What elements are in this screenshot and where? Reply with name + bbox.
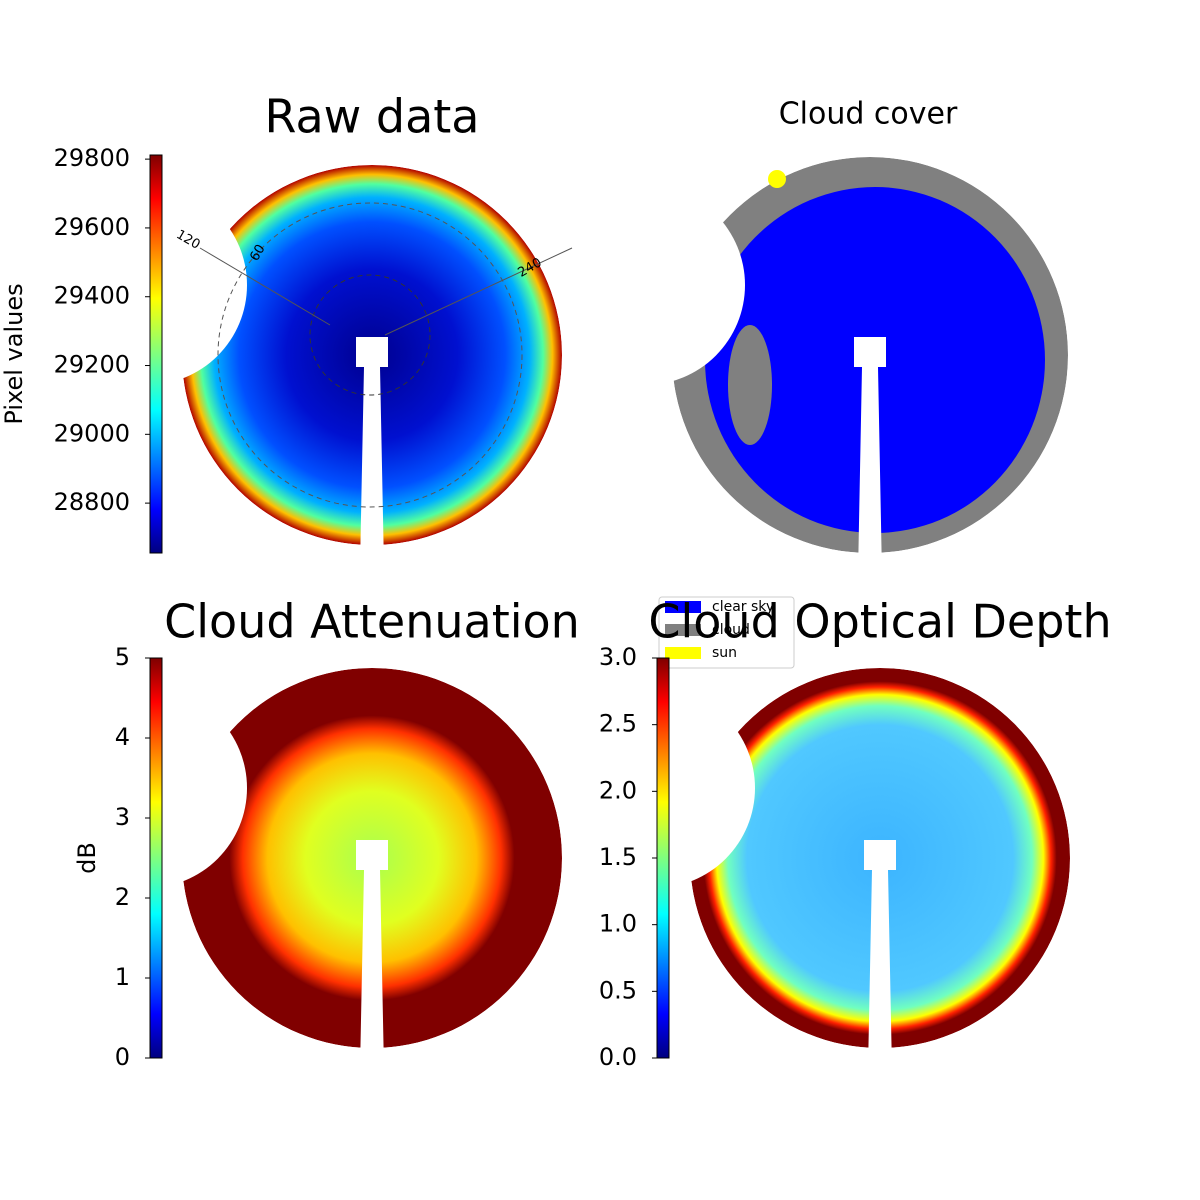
colorbar-label: dB	[73, 842, 101, 874]
legend-swatch	[665, 647, 701, 659]
mast	[854, 337, 886, 575]
colorbar-tick-label: 1.0	[599, 910, 637, 938]
colorbar-tick-label: 1	[115, 963, 130, 991]
panel-title: Cloud cover	[779, 97, 958, 132]
legend-swatch	[665, 624, 701, 636]
legend-label: clear sky	[712, 599, 774, 615]
colorbar-tick-label: 1.5	[599, 843, 637, 871]
colorbar-tick-label: 29000	[54, 419, 130, 447]
legend-label: cloud	[712, 622, 750, 638]
panel-title: Cloud Attenuation	[164, 595, 580, 649]
legend: clear sky cloud sun	[658, 596, 795, 669]
cloud-patch	[728, 325, 772, 445]
polar-spoke	[199, 247, 331, 326]
colorbar-tick-label: 29400	[54, 282, 130, 310]
legend-label: sun	[712, 645, 737, 661]
azimuth-label: 120	[173, 227, 202, 252]
colorbar-tick-label: 28800	[54, 488, 130, 516]
colorbar-label: Pixel values	[0, 283, 28, 424]
colorbar-tick-label: 29600	[54, 213, 130, 241]
mast	[864, 840, 896, 1070]
panel: Cloud Attenuation 0 1 2 3 4 5 dB	[73, 595, 580, 1072]
colorbar-tick-label: 2.0	[599, 776, 637, 804]
colorbar	[149, 154, 163, 554]
sun-marker	[768, 170, 786, 188]
colorbar-tick-label: 3	[115, 803, 130, 831]
polar-ring	[309, 274, 431, 396]
polar-ring	[217, 202, 523, 508]
colorbar-tick-label: 0	[115, 1043, 130, 1071]
colorbar-tick-label: 29200	[54, 351, 130, 379]
colorbar-tick-label: 0.5	[599, 976, 637, 1004]
colorbar	[149, 657, 163, 1059]
panel: Cloud Optical Depth 0.0 0.5 1.0 1.5 2.0 2.5 3.0	[599, 595, 1112, 1072]
colorbar-tick-label: 29800	[54, 144, 130, 172]
colorbar-tick-label: 3.0	[599, 643, 637, 671]
colorbar	[656, 657, 670, 1059]
legend-swatch	[665, 601, 701, 613]
panel: Raw data12060240288002900029200294002960…	[0, 90, 573, 567]
colorbar-tick-label: 2.5	[599, 710, 637, 738]
mast	[356, 840, 388, 1070]
colorbar-tick-label: 5	[115, 643, 130, 671]
azimuth-label: 60	[247, 242, 268, 264]
panel: Cloud cover	[672, 97, 1068, 575]
colorbar-tick-label: 2	[115, 883, 130, 911]
panel-title: Cloud Optical Depth	[648, 595, 1111, 649]
panel-title: Raw data	[265, 90, 480, 144]
polar-spoke	[384, 247, 573, 336]
colorbar-tick-label: 0.0	[599, 1043, 637, 1071]
colorbar-tick-label: 4	[115, 723, 130, 751]
